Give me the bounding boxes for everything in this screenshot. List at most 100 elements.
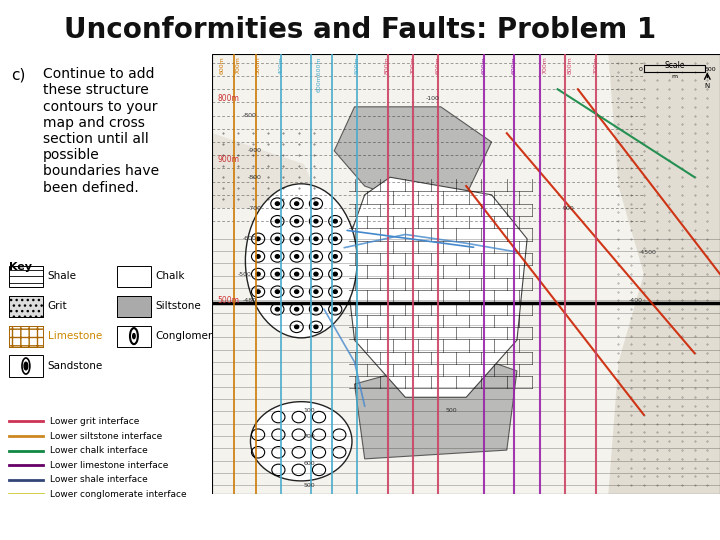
Circle shape [314, 272, 318, 276]
Circle shape [256, 255, 260, 258]
Text: N: N [705, 83, 710, 89]
Ellipse shape [246, 184, 357, 338]
Bar [9, 355, 43, 376]
Text: -480: -480 [243, 298, 257, 303]
Text: 900: 900 [562, 206, 575, 211]
Text: Shale: Shale [48, 271, 76, 281]
Polygon shape [608, 54, 720, 494]
Text: 400m: 400m [279, 56, 284, 74]
Circle shape [294, 325, 299, 329]
Circle shape [256, 272, 260, 276]
Text: Lower limestone interface: Lower limestone interface [50, 461, 168, 470]
Circle shape [314, 202, 318, 205]
Polygon shape [339, 208, 517, 340]
Circle shape [314, 325, 318, 329]
Bar [9, 326, 43, 347]
Circle shape [275, 219, 279, 223]
Bar [9, 295, 43, 317]
Text: Lower grit interface: Lower grit interface [50, 417, 139, 426]
Text: Lower chalk interface: Lower chalk interface [50, 446, 148, 455]
Text: c): c) [11, 67, 25, 82]
Text: 700m: 700m [542, 56, 547, 74]
Circle shape [24, 362, 28, 370]
Text: Lower conglomerate interface: Lower conglomerate interface [50, 490, 186, 498]
Text: 600m: 600m [220, 56, 225, 74]
Circle shape [333, 272, 337, 276]
Text: -400: -400 [629, 298, 643, 303]
Circle shape [294, 307, 299, 311]
Circle shape [314, 237, 318, 241]
Circle shape [314, 307, 318, 311]
Text: 700: 700 [304, 434, 315, 440]
Text: 900m: 900m [217, 155, 240, 164]
Text: Conglomerate: Conglomerate [156, 331, 230, 341]
Circle shape [314, 290, 318, 293]
Polygon shape [212, 133, 324, 208]
Text: 100: 100 [304, 408, 315, 413]
Text: 600: 600 [304, 461, 315, 466]
Text: Siltstone: Siltstone [156, 301, 202, 311]
Text: UNIVERSITY OF LEEDS: UNIVERSITY OF LEEDS [550, 510, 706, 524]
Text: -900: -900 [248, 148, 262, 153]
Circle shape [275, 290, 279, 293]
Bar [644, 65, 705, 72]
Circle shape [294, 237, 299, 241]
Text: 600m: 600m [512, 56, 517, 74]
Bar [117, 326, 151, 347]
Polygon shape [354, 353, 517, 459]
Text: -600: -600 [243, 237, 257, 241]
Text: -700: -700 [248, 206, 262, 211]
Polygon shape [344, 177, 527, 397]
Text: -800: -800 [243, 113, 257, 118]
Text: Lower shale interface: Lower shale interface [50, 475, 148, 484]
Text: 500m: 500m [256, 56, 261, 74]
Text: Lower siltstone interface: Lower siltstone interface [50, 431, 162, 441]
Text: -100: -100 [426, 96, 439, 100]
Circle shape [314, 219, 318, 223]
Circle shape [314, 255, 318, 258]
Text: 600m600m: 600m600m [317, 56, 322, 92]
Text: Scale: Scale [664, 60, 685, 70]
Text: 0: 0 [639, 68, 643, 72]
Circle shape [256, 290, 260, 293]
Text: 500: 500 [304, 483, 315, 488]
Text: 800m: 800m [217, 93, 239, 103]
Circle shape [333, 307, 337, 311]
Circle shape [294, 255, 299, 258]
Circle shape [333, 237, 337, 241]
Text: -500: -500 [238, 272, 252, 276]
Text: -800: -800 [248, 175, 262, 180]
Text: 800m: 800m [568, 56, 572, 74]
Text: -4500: -4500 [639, 249, 657, 254]
Text: m: m [671, 74, 678, 79]
Bar [659, 499, 709, 536]
Text: 800m: 800m [385, 56, 390, 74]
Text: 700m: 700m [410, 56, 415, 74]
Circle shape [333, 255, 337, 258]
Text: 700m: 700m [235, 56, 240, 74]
Text: Continue to add
these structure
contours to your
map and cross
section until all: Continue to add these structure contours… [43, 67, 159, 194]
Text: 600m: 600m [482, 56, 487, 74]
Circle shape [275, 272, 279, 276]
Circle shape [275, 255, 279, 258]
Circle shape [256, 237, 260, 241]
Text: Chalk: Chalk [156, 271, 185, 281]
Circle shape [333, 290, 337, 293]
Text: Limestone: Limestone [48, 331, 102, 341]
Bar [212, 54, 720, 230]
Text: 600m: 600m [436, 56, 441, 74]
Circle shape [294, 202, 299, 205]
Circle shape [294, 290, 299, 293]
Circle shape [294, 219, 299, 223]
Text: 500m: 500m [217, 296, 240, 305]
Bar [117, 295, 151, 317]
Bar [9, 295, 43, 317]
Circle shape [275, 307, 279, 311]
Polygon shape [334, 107, 492, 208]
Ellipse shape [251, 402, 352, 481]
Bar [9, 266, 43, 287]
Circle shape [132, 334, 135, 339]
Circle shape [275, 202, 279, 205]
Bar [9, 326, 43, 347]
Text: Grit: Grit [48, 301, 67, 311]
